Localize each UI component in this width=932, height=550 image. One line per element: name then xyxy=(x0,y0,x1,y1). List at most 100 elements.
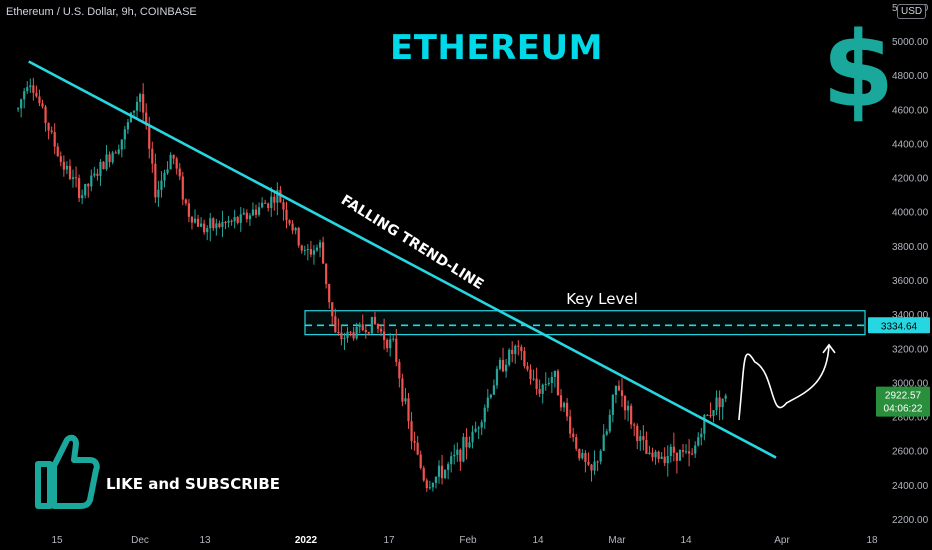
candle[interactable] xyxy=(462,436,465,462)
candle[interactable] xyxy=(511,349,514,355)
candle[interactable] xyxy=(257,207,261,215)
candle[interactable] xyxy=(142,94,145,113)
candle[interactable] xyxy=(145,112,148,126)
candle[interactable] xyxy=(657,451,660,459)
candle[interactable] xyxy=(456,449,459,455)
candle[interactable] xyxy=(495,368,499,386)
candle[interactable] xyxy=(254,209,258,215)
candle[interactable] xyxy=(148,125,151,149)
candle[interactable] xyxy=(346,331,349,339)
candle[interactable] xyxy=(373,316,377,324)
candle[interactable] xyxy=(90,175,93,187)
candle[interactable] xyxy=(74,177,78,179)
candle[interactable] xyxy=(355,326,358,339)
candle[interactable] xyxy=(706,414,709,416)
candle[interactable] xyxy=(428,487,431,489)
candle[interactable] xyxy=(206,228,209,233)
candle[interactable] xyxy=(434,476,438,483)
falling-trendline[interactable] xyxy=(28,60,777,459)
candle[interactable] xyxy=(200,223,203,227)
candle[interactable] xyxy=(477,427,480,429)
candle[interactable] xyxy=(675,452,678,461)
candle[interactable] xyxy=(553,370,556,377)
candle[interactable] xyxy=(407,398,410,422)
candle[interactable] xyxy=(562,402,566,408)
currency-button[interactable]: USD xyxy=(897,4,927,19)
candle[interactable] xyxy=(29,85,32,88)
candle[interactable] xyxy=(520,346,523,351)
candle[interactable] xyxy=(645,439,648,454)
candle[interactable] xyxy=(459,449,462,462)
candle[interactable] xyxy=(367,332,370,334)
candle[interactable] xyxy=(96,173,99,176)
candle[interactable] xyxy=(471,431,474,443)
candle[interactable] xyxy=(306,249,309,251)
candle[interactable] xyxy=(340,332,343,340)
candle[interactable] xyxy=(169,154,172,170)
candle[interactable] xyxy=(276,190,279,203)
candle[interactable] xyxy=(71,177,75,180)
candle[interactable] xyxy=(282,202,285,210)
candle[interactable] xyxy=(468,442,471,448)
candle[interactable] xyxy=(498,359,502,369)
candle[interactable] xyxy=(447,464,450,470)
candle[interactable] xyxy=(108,154,111,163)
candle[interactable] xyxy=(239,214,242,223)
candle[interactable] xyxy=(697,437,700,446)
candle[interactable] xyxy=(361,324,364,331)
candle[interactable] xyxy=(523,350,526,367)
candle[interactable] xyxy=(300,245,303,251)
candle[interactable] xyxy=(44,106,47,124)
candle[interactable] xyxy=(123,129,126,140)
candle[interactable] xyxy=(425,480,428,489)
candle[interactable] xyxy=(694,445,697,454)
candle[interactable] xyxy=(212,218,215,229)
candle[interactable] xyxy=(669,446,672,456)
candle[interactable] xyxy=(358,324,361,327)
candle[interactable] xyxy=(630,405,633,425)
candle[interactable] xyxy=(224,222,227,224)
candle[interactable] xyxy=(636,425,639,441)
candle[interactable] xyxy=(389,339,392,349)
candle[interactable] xyxy=(672,446,675,453)
candle[interactable] xyxy=(489,394,492,398)
candle[interactable] xyxy=(480,422,483,428)
candle[interactable] xyxy=(325,263,328,285)
candle[interactable] xyxy=(639,436,642,441)
candle[interactable] xyxy=(678,450,682,461)
candle[interactable] xyxy=(78,178,81,199)
candle[interactable] xyxy=(203,223,206,233)
candle[interactable] xyxy=(32,85,35,93)
candle[interactable] xyxy=(175,158,178,169)
candle[interactable] xyxy=(535,378,538,390)
candle[interactable] xyxy=(184,199,187,204)
candle[interactable] xyxy=(651,452,654,458)
candle[interactable] xyxy=(59,156,62,162)
candle[interactable] xyxy=(572,433,575,438)
candle[interactable] xyxy=(230,220,233,222)
candle[interactable] xyxy=(614,385,617,395)
candle[interactable] xyxy=(20,99,23,109)
candle[interactable] xyxy=(297,227,300,246)
candle[interactable] xyxy=(450,456,453,465)
candle[interactable] xyxy=(648,452,651,454)
candle[interactable] xyxy=(285,209,288,221)
candle[interactable] xyxy=(440,465,444,479)
candle[interactable] xyxy=(193,218,197,223)
candle[interactable] xyxy=(349,331,352,333)
candle[interactable] xyxy=(245,212,248,220)
candle[interactable] xyxy=(529,369,532,380)
candle[interactable] xyxy=(538,389,541,394)
candle[interactable] xyxy=(587,461,590,465)
candle[interactable] xyxy=(248,215,251,220)
candle[interactable] xyxy=(688,451,691,454)
candle[interactable] xyxy=(578,448,581,459)
candle[interactable] xyxy=(666,455,669,464)
candle[interactable] xyxy=(352,332,355,339)
candle[interactable] xyxy=(178,168,181,177)
candle[interactable] xyxy=(547,382,550,385)
candle[interactable] xyxy=(602,434,605,451)
candle[interactable] xyxy=(126,122,129,130)
candle[interactable] xyxy=(117,149,120,154)
candle[interactable] xyxy=(691,453,694,455)
